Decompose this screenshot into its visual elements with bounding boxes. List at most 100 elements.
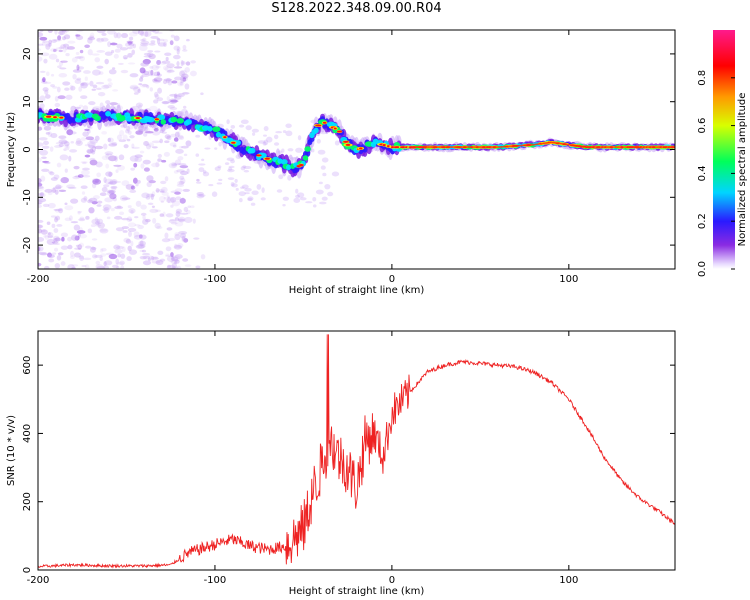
noise-speckle (54, 95, 59, 102)
noise-speckle (195, 265, 201, 269)
noise-speckle (39, 149, 49, 156)
noise-speckle (49, 146, 54, 152)
noise-speckle (130, 210, 134, 214)
noise-speckle (109, 102, 118, 106)
noise-speckle (107, 41, 112, 48)
noise-speckle (170, 190, 179, 194)
noise-speckle (40, 175, 46, 182)
noise-speckle (117, 253, 122, 258)
colorbar-tick-label: 0.2 (697, 213, 708, 229)
noise-speckle (67, 264, 75, 269)
noise-speckle (87, 199, 93, 204)
noise-speckle (138, 83, 143, 86)
noise-speckle (127, 124, 134, 130)
noise-speckle (162, 101, 170, 104)
noise-speckle (173, 54, 181, 60)
noise-speckle (81, 169, 90, 176)
top-x-tick-label: -100 (204, 274, 227, 285)
noise-speckle (94, 254, 103, 258)
noise-speckle (324, 183, 331, 190)
noise-speckle (174, 159, 182, 166)
noise-speckle (273, 134, 279, 140)
ridge-core (84, 112, 94, 118)
noise-speckle (184, 216, 193, 223)
ridge-core (304, 146, 311, 152)
noise-speckle (113, 244, 121, 250)
noise-speckle (58, 189, 67, 192)
ridge-hot-red (393, 146, 401, 149)
noise-speckle (214, 166, 221, 172)
noise-speckle (66, 143, 70, 151)
noise-speckle (108, 155, 117, 162)
noise-speckle (103, 206, 110, 214)
noise-speckle (175, 93, 183, 98)
ridge-hot-red (358, 147, 363, 150)
noise-speckle (38, 126, 43, 131)
ridge-hot-red (386, 145, 390, 148)
noise-speckle (135, 244, 145, 249)
noise-speckle (147, 70, 153, 76)
noise-speckle (58, 207, 64, 214)
noise-speckle (71, 57, 78, 63)
noise-speckle (140, 70, 144, 74)
noise-speckle (58, 46, 65, 49)
noise-speckle (143, 132, 148, 137)
ridge-core (185, 119, 192, 125)
noise-speckle (174, 233, 181, 241)
noise-speckle (134, 154, 143, 158)
noise-speckle (163, 38, 169, 43)
noise-speckle (78, 233, 88, 239)
noise-speckle (135, 130, 144, 135)
ridge-hot-red (53, 116, 57, 119)
noise-speckle (169, 196, 177, 203)
noise-speckle (54, 208, 60, 213)
noise-speckle (166, 63, 175, 69)
noise-speckle (129, 155, 139, 162)
noise-speckle (182, 188, 190, 192)
noise-speckle (176, 61, 180, 67)
noise-speckle (177, 243, 184, 248)
bot-y-tick-label: 200 (22, 492, 33, 511)
noise-speckle (173, 35, 180, 42)
noise-speckle (131, 143, 135, 149)
noise-speckle (116, 266, 120, 269)
noise-speckle (57, 30, 65, 36)
noise-speckle (95, 81, 105, 85)
noise-speckle (135, 102, 144, 108)
noise-speckle (38, 224, 43, 229)
noise-speckle (80, 95, 88, 100)
noise-speckle (99, 228, 108, 232)
noise-speckle (123, 237, 131, 243)
bot-x-tick-label: -200 (27, 575, 50, 586)
noise-speckle (170, 204, 174, 208)
noise-speckle (42, 81, 52, 85)
noise-speckle (130, 185, 136, 190)
noise-speckle (174, 93, 178, 99)
noise-speckle (112, 180, 122, 184)
noise-speckle (48, 53, 58, 60)
noise-speckle (157, 153, 163, 158)
noise-speckle (114, 48, 121, 53)
noise-speckle (230, 159, 235, 164)
noise-speckle (62, 36, 66, 41)
noise-speckle (41, 168, 50, 172)
noise-speckle (71, 266, 76, 269)
noise-speckle (196, 194, 205, 199)
noise-speckle (107, 190, 116, 194)
noise-speckle (241, 184, 249, 189)
noise-speckle (276, 189, 283, 193)
noise-speckle (118, 139, 127, 143)
noise-speckle (263, 139, 269, 146)
noise-speckle (147, 50, 154, 53)
noise-speckle (91, 150, 96, 155)
noise-speckle (163, 41, 167, 48)
noise-speckle (49, 171, 55, 176)
noise-speckle (146, 193, 155, 198)
noise-speckle (145, 131, 154, 134)
noise-speckle (103, 184, 110, 188)
noise-speckle (64, 202, 68, 206)
noise-speckle (39, 95, 46, 102)
colorbar-tick-label: 0.6 (697, 118, 708, 134)
noise-speckle (58, 49, 63, 53)
